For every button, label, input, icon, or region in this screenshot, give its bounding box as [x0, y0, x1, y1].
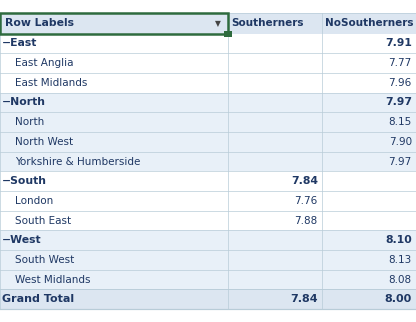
- Bar: [0, 33, 416, 53]
- Bar: [0, 270, 416, 289]
- Bar: [228, 13, 322, 33]
- Text: 8.13: 8.13: [389, 255, 412, 265]
- Text: 8.08: 8.08: [389, 275, 412, 285]
- Text: Grand Total: Grand Total: [2, 294, 74, 304]
- Text: 7.77: 7.77: [389, 58, 412, 68]
- Text: 7.88: 7.88: [295, 215, 318, 226]
- Text: 8.00: 8.00: [384, 294, 412, 304]
- Text: 7.97: 7.97: [389, 156, 412, 166]
- Text: 8.10: 8.10: [385, 235, 412, 245]
- Text: −East: −East: [2, 38, 37, 48]
- Text: −South: −South: [2, 176, 47, 186]
- Bar: [0, 13, 228, 33]
- Text: South East: South East: [15, 215, 71, 226]
- Bar: [0, 93, 416, 112]
- Text: 7.76: 7.76: [295, 196, 318, 206]
- Text: West Midlands: West Midlands: [15, 275, 90, 285]
- Text: ▼: ▼: [215, 19, 220, 28]
- Text: 7.96: 7.96: [389, 78, 412, 88]
- Bar: [0, 211, 416, 231]
- Text: East Midlands: East Midlands: [15, 78, 87, 88]
- Text: East Anglia: East Anglia: [15, 58, 73, 68]
- Bar: [0, 152, 416, 171]
- Text: Southerners: Southerners: [231, 18, 304, 28]
- Bar: [224, 31, 232, 36]
- Bar: [0, 132, 416, 152]
- Bar: [0, 53, 416, 73]
- Text: 7.84: 7.84: [290, 294, 318, 304]
- Bar: [0, 289, 416, 309]
- Text: 7.97: 7.97: [385, 98, 412, 108]
- Bar: [0, 73, 416, 93]
- Bar: [322, 13, 416, 33]
- Text: −North: −North: [2, 98, 46, 108]
- Text: South West: South West: [15, 255, 74, 265]
- Text: 7.90: 7.90: [389, 137, 412, 147]
- Text: 7.91: 7.91: [385, 38, 412, 48]
- Bar: [0, 191, 416, 211]
- Text: London: London: [15, 196, 53, 206]
- Bar: [0, 231, 416, 250]
- Text: 7.84: 7.84: [291, 176, 318, 186]
- Text: −West: −West: [2, 235, 42, 245]
- Text: 8.15: 8.15: [389, 117, 412, 127]
- Text: Row Labels: Row Labels: [5, 18, 74, 28]
- Text: North: North: [15, 117, 44, 127]
- Bar: [0, 250, 416, 270]
- Bar: [0, 112, 416, 132]
- Text: North West: North West: [15, 137, 73, 147]
- Bar: [0, 171, 416, 191]
- Text: NoSoutherners: NoSoutherners: [325, 18, 414, 28]
- Text: Yorkshire & Humberside: Yorkshire & Humberside: [15, 156, 140, 166]
